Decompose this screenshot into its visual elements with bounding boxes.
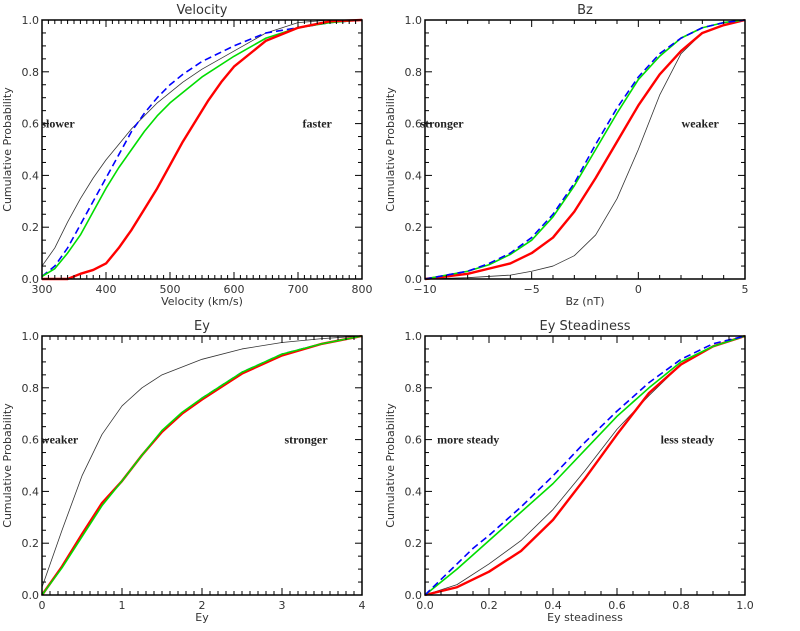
y-tick-label: 0.0	[405, 589, 423, 602]
series-line-black	[41, 19, 362, 267]
y-tick-label: 0.0	[22, 273, 40, 286]
x-tick-label: 0.4	[544, 599, 562, 612]
x-tick-label: −5	[524, 283, 540, 296]
x-tick-label: −10	[413, 283, 436, 296]
series-line-black	[424, 19, 746, 280]
y-tick-label: 0.2	[22, 537, 40, 550]
y-tick-label: 0.4	[405, 169, 423, 182]
y-tick-label: 1.0	[22, 330, 40, 343]
x-tick-label: 500	[160, 283, 181, 296]
plot-frame	[41, 335, 363, 596]
panel-bz: Bz −10 −5 0 5 0.0 0.2 0.4 0.6 0.8 1.0 Bz (nT) Cumula…	[384, 3, 749, 308]
x-axis-label: Ey	[195, 611, 209, 624]
panel-ey: Ey 0 1 2 3 4 0.0 0.2 0.4 0.6 0.8 1.0 Ey Cumulative Pr…	[1, 319, 366, 624]
y-axis-label: Cumulative Probability	[384, 87, 397, 212]
x-tick-label: 0.0	[416, 599, 434, 612]
y-tick-label: 0.2	[405, 221, 423, 234]
x-tick-label: 0.2	[480, 599, 498, 612]
series-line-blue	[41, 19, 363, 278]
y-tick-label: 0.0	[22, 589, 40, 602]
y-tick-label: 1.0	[22, 14, 40, 27]
series-line-red	[42, 18, 363, 281]
y-tick-label: 0.2	[22, 221, 40, 234]
x-tick-label: 2	[199, 599, 206, 612]
annotation-faster: faster	[303, 117, 333, 131]
chart-title: Bz	[577, 3, 593, 18]
chart-title: Ey Steadiness	[540, 319, 631, 334]
series-line-black	[41, 335, 363, 588]
series-line-green	[424, 335, 746, 596]
x-tick-label: 600	[224, 283, 245, 296]
chart-title: Velocity	[177, 3, 228, 18]
annotation-weaker: weaker	[682, 117, 720, 131]
x-tick-label: 400	[96, 283, 117, 296]
y-tick-label: 1.0	[405, 14, 423, 27]
series-line-green	[424, 19, 746, 280]
x-tick-label: 300	[32, 283, 53, 296]
y-tick-label: 0.8	[405, 66, 423, 79]
x-axis-label: Velocity (km/s)	[161, 295, 243, 308]
y-tick-label: 0.6	[22, 434, 40, 447]
x-tick-label: 1.0	[736, 599, 754, 612]
annotation-weaker: weaker	[41, 433, 79, 447]
y-axis-label: Cumulative Probability	[1, 87, 14, 212]
annotation-slower: slower	[41, 117, 75, 131]
y-axis-label: Cumulative Probability	[384, 403, 397, 528]
x-tick-label: 5	[742, 283, 749, 296]
x-tick-label: 700	[288, 283, 309, 296]
y-tick-label: 0.0	[405, 273, 423, 286]
y-tick-label: 0.4	[22, 169, 40, 182]
x-tick-label: 0.6	[608, 599, 626, 612]
series-line-red	[424, 334, 746, 597]
annotation-less-steady: less steady	[661, 433, 715, 447]
series-line-blue	[424, 335, 746, 596]
x-tick-label: 0	[635, 283, 642, 296]
annotation-stronger: stronger	[284, 433, 328, 447]
y-tick-label: 0.8	[405, 382, 423, 395]
x-tick-label: 800	[352, 283, 373, 296]
series-line-green	[41, 335, 363, 596]
chart-title: Ey	[194, 319, 210, 334]
series-line-red	[41, 334, 363, 596]
plot-frame	[424, 19, 746, 280]
series-line-blue	[41, 335, 363, 596]
annotation-stronger: stronger	[421, 117, 465, 131]
y-tick-label: 0.2	[405, 537, 423, 550]
y-tick-label: 0.4	[22, 485, 40, 498]
x-axis-label: Ey steadiness	[547, 611, 623, 624]
y-axis-label: Cumulative Probability	[1, 403, 14, 528]
series-line-black	[424, 335, 746, 596]
x-tick-label: 0.8	[672, 599, 690, 612]
y-tick-label: 0.8	[22, 382, 40, 395]
y-tick-label: 0.6	[22, 118, 40, 131]
panel-velocity: Velocity 300 400 500 600 700 800 0.0 0.2 0.4 0.6 0.…	[1, 3, 373, 308]
y-tick-label: 0.6	[405, 434, 423, 447]
panel-ey-steadiness: Ey Steadiness 0.0 0.2 0.4 0.6 0.8 1.0 0.0 0.2 0.4…	[384, 319, 754, 624]
x-tick-label: 3	[279, 599, 286, 612]
x-tick-label: 1	[119, 599, 126, 612]
series-line-red	[424, 18, 746, 281]
plot-frame	[424, 335, 746, 596]
x-tick-label: 0	[39, 599, 46, 612]
y-tick-label: 1.0	[405, 330, 423, 343]
y-tick-label: 0.6	[405, 118, 423, 131]
x-axis-label: Bz (nT)	[565, 295, 604, 308]
series-line-blue	[424, 19, 746, 280]
plot-frame	[41, 19, 363, 280]
annotation-more-steady: more steady	[437, 433, 499, 447]
x-tick-label: 4	[359, 599, 366, 612]
y-tick-label: 0.8	[22, 66, 40, 79]
series-line-green	[41, 19, 363, 278]
y-tick-label: 0.4	[405, 485, 423, 498]
